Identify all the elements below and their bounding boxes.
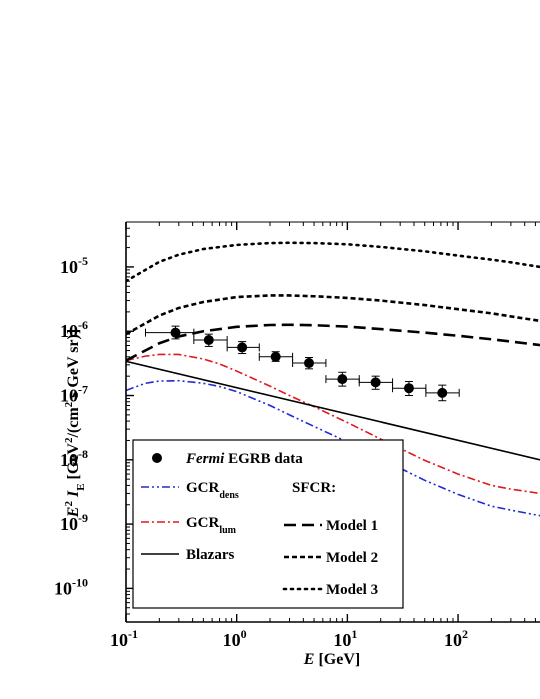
x-tick-label: 101 [333,627,357,650]
y-tick-label: 10-5 [60,254,88,277]
x-tick-label: 102 [444,627,468,650]
data-marker [303,358,314,369]
legend-sfcr-title: SFCR: [292,480,336,496]
legend-marker-data [152,453,162,463]
data-point [193,333,228,347]
data-marker [203,335,214,346]
data-point [425,384,460,402]
x-tick-label: 10-1 [110,627,138,650]
data-marker [170,327,181,338]
data-marker [237,342,248,353]
data-point [226,341,260,355]
data-point [358,375,394,390]
series-line-gcr-dens [126,379,540,517]
x-tick-label: 100 [223,627,247,650]
data-marker [270,351,281,362]
data-point [292,357,327,370]
legend-box [132,439,404,609]
legend-label-blazars: Blazars [186,547,234,563]
data-point [144,325,195,340]
data-point [325,371,360,387]
series-line-blazars [126,360,540,461]
plot-frame [125,221,540,623]
legend-label-data: Fermi EGRB data [185,451,303,467]
data-points-layer [144,325,460,402]
legend-label-model-1: Model 1 [326,518,378,534]
data-marker [403,383,414,394]
series-line-model-1 [126,323,540,362]
series-line-model-3 [126,241,540,283]
data-marker [337,374,348,385]
y-axis-label: E2 IE [GeV2/(cm2 s GeV sr)] [63,329,87,518]
series-line-model-2 [126,294,540,336]
data-marker [370,377,381,388]
data-point [258,351,294,362]
legend: Fermi EGRB dataGCRdensGCRlumBlazarsSFCR:… [132,439,404,609]
series-layer [126,241,540,517]
legend-label-model-3: Model 3 [326,582,378,598]
y-tick-label: 10-10 [54,575,88,598]
data-marker [437,387,448,398]
data-point [392,381,427,397]
legend-label-model-2: Model 2 [326,550,378,566]
series-line-gcr-lum [126,353,540,495]
x-axis-label: E [GeV] [303,651,360,668]
